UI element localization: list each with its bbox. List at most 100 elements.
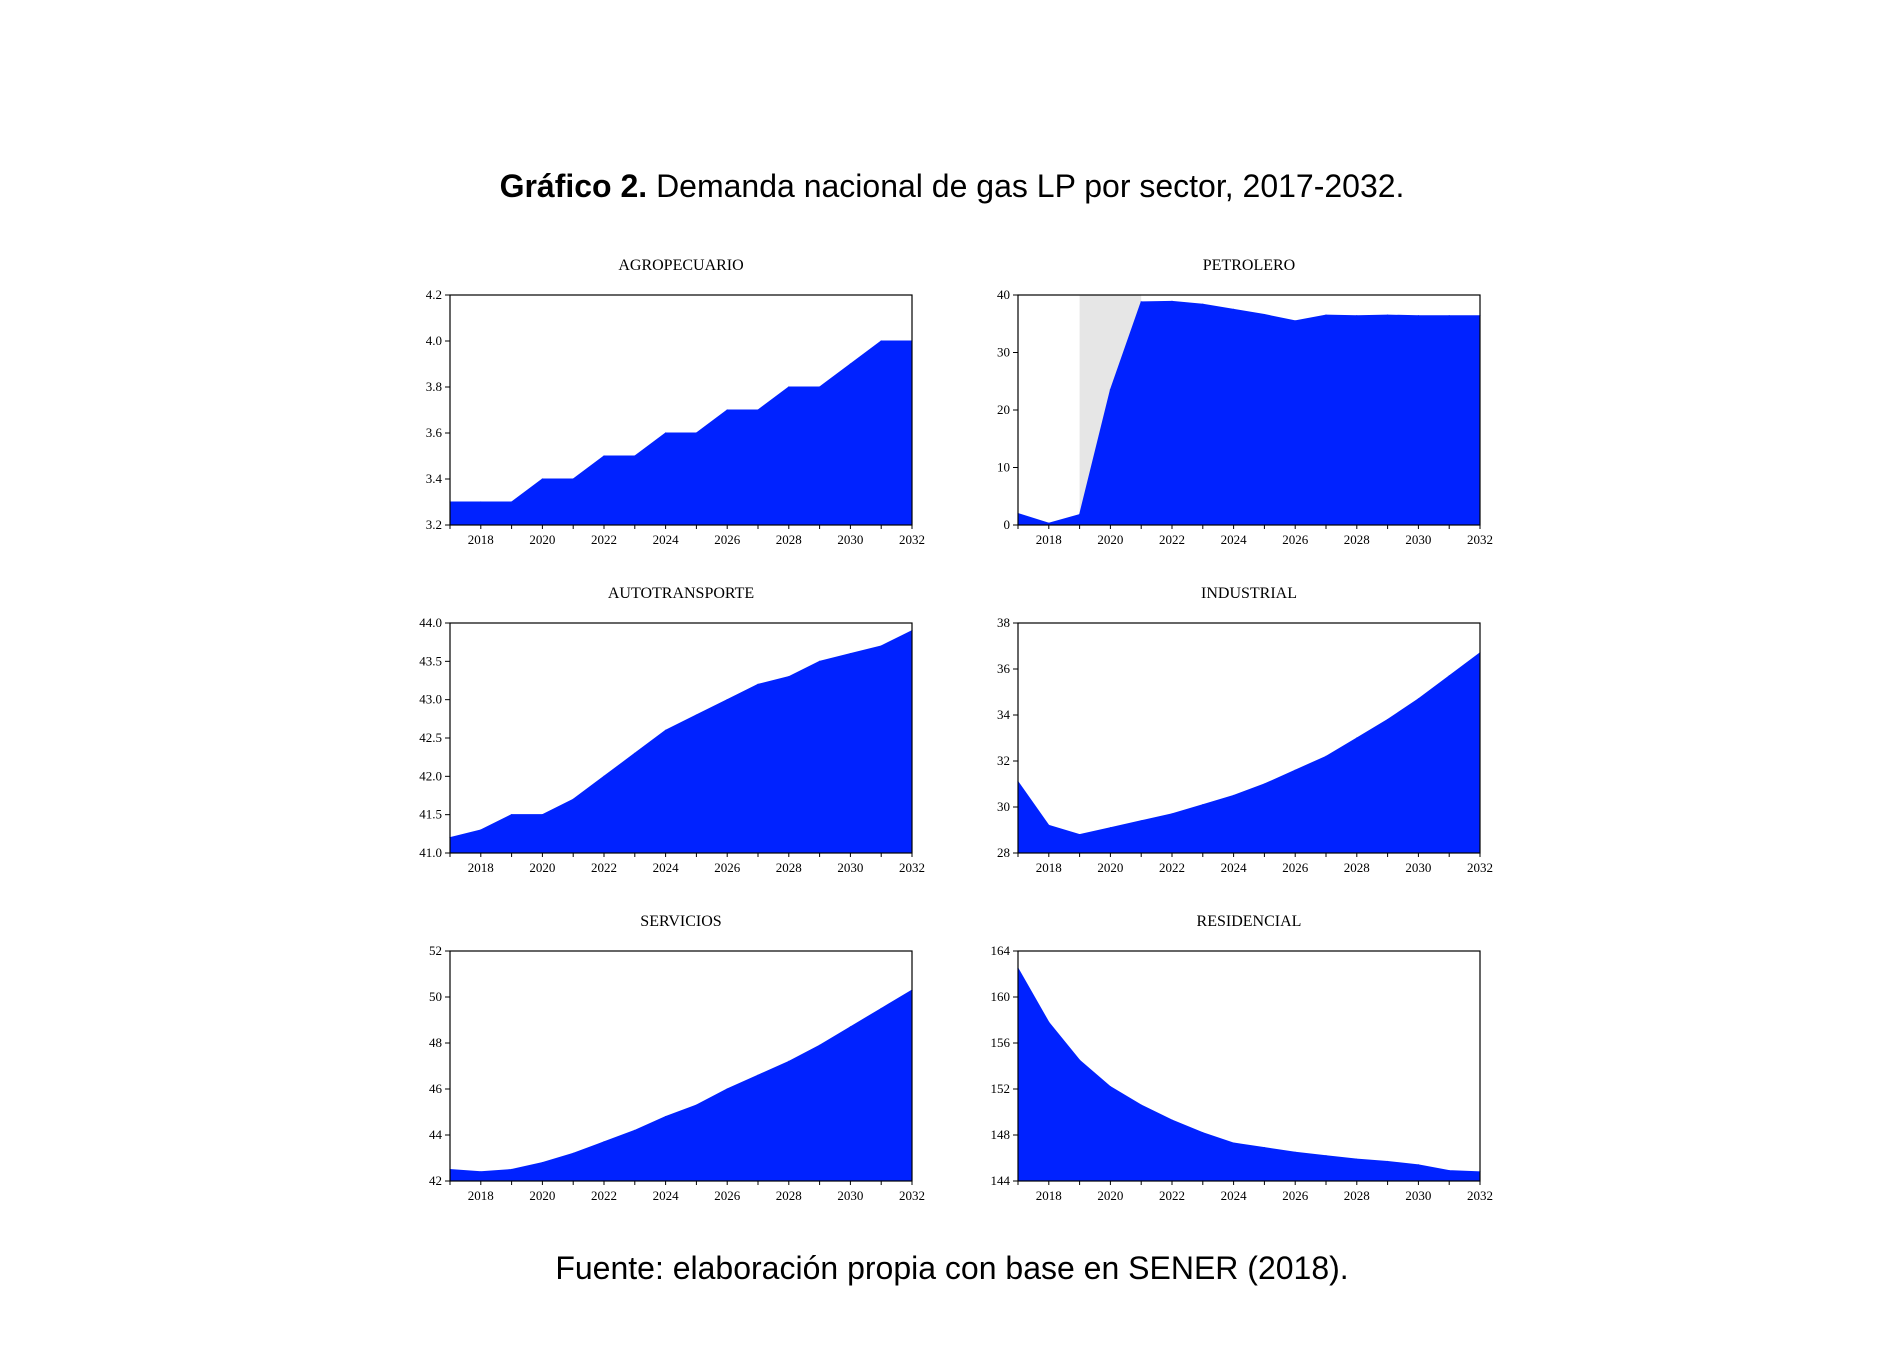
x-tick-label: 2018 — [468, 532, 494, 547]
y-tick-label: 44 — [429, 1127, 443, 1142]
data-point — [1171, 813, 1173, 815]
data-point — [1325, 755, 1327, 758]
plot-frame — [1017, 950, 1481, 1182]
page-title: Gráfico 2. Demanda nacional de gas LP po… — [0, 168, 1904, 205]
data-point — [726, 699, 728, 701]
data-point — [1140, 301, 1142, 303]
data-point — [1079, 1059, 1081, 1061]
x-tick-label: 2018 — [468, 860, 494, 875]
data-point — [665, 1116, 667, 1118]
x-tick-label: 2022 — [591, 1188, 617, 1203]
data-point — [511, 501, 513, 503]
x-tick-label: 2028 — [1344, 1188, 1370, 1203]
data-point — [665, 432, 667, 434]
y-tick-label: 32 — [997, 753, 1010, 768]
x-tick-label: 2030 — [837, 532, 863, 547]
source-note: Fuente: elaboración propia con base en S… — [555, 1250, 1349, 1286]
y-tick-label: 42.0 — [419, 768, 442, 783]
data-point — [1233, 1142, 1235, 1144]
data-point — [819, 660, 821, 662]
y-tick-label: 42 — [429, 1173, 442, 1188]
x-tick-label: 2030 — [1405, 532, 1431, 547]
plot-frame — [1017, 622, 1481, 854]
data-point — [880, 1007, 882, 1010]
data-point — [603, 1141, 605, 1143]
y-tick-label: 30 — [997, 345, 1010, 360]
chart-title: AUTOTRANSPORTE — [608, 585, 754, 602]
title-rest: Demanda nacional de gas LP por sector, 2… — [647, 168, 1405, 204]
data-point — [1417, 1164, 1419, 1166]
x-tick-label: 2024 — [1221, 532, 1248, 547]
data-point — [1356, 737, 1358, 739]
area-series — [1017, 651, 1481, 854]
y-tick-label: 144 — [991, 1173, 1011, 1188]
y-tick-label: 3.8 — [426, 379, 442, 394]
data-point — [849, 1026, 852, 1028]
y-tick-label: 44.0 — [419, 615, 442, 630]
x-tick-label: 2028 — [776, 1188, 802, 1203]
data-point — [726, 409, 728, 411]
x-tick-label: 2032 — [899, 532, 925, 547]
x-tick-label: 2022 — [1159, 1188, 1185, 1203]
data-point — [480, 829, 482, 831]
x-tick-label: 2022 — [1159, 532, 1185, 547]
plot-frame — [449, 950, 913, 1182]
data-point — [819, 386, 821, 388]
y-tick-label: 4.2 — [426, 287, 442, 302]
chart-title: RESIDENCIAL — [1197, 913, 1302, 930]
x-tick-label: 2020 — [1097, 860, 1123, 875]
x-tick-label: 2032 — [1467, 860, 1493, 875]
chart-title: PETROLERO — [1203, 257, 1295, 274]
y-tick-label: 3.2 — [426, 517, 442, 532]
area-series — [1017, 966, 1481, 1182]
data-point — [726, 1088, 728, 1090]
data-point — [819, 1044, 821, 1046]
x-tick-label: 2028 — [1344, 860, 1370, 875]
y-tick-label: 41.0 — [419, 845, 442, 860]
data-point — [603, 775, 605, 777]
data-point — [788, 386, 790, 388]
data-point — [603, 455, 605, 457]
x-tick-label: 2028 — [1344, 532, 1370, 547]
y-tick-label: 52 — [429, 943, 442, 958]
data-point — [572, 1152, 574, 1154]
data-point — [1448, 1170, 1450, 1172]
chart-panel: INDUSTRIAL 28 30 32 34 36 38 2018 2020 2022 2024 20… — [997, 585, 1493, 875]
x-tick-label: 2024 — [1221, 1188, 1248, 1203]
x-tick-label: 2032 — [899, 1188, 925, 1203]
y-tick-label: 3.6 — [426, 425, 443, 440]
data-point — [1448, 675, 1450, 677]
data-point — [849, 363, 852, 365]
x-tick-label: 2020 — [529, 1188, 555, 1203]
chart-panel: AUTOTRANSPORTE 41.0 41.5 42.0 42.5 43.0 43.5 44… — [419, 585, 925, 875]
x-tick-label: 2030 — [837, 860, 863, 875]
data-point — [1417, 315, 1419, 317]
x-tick-label: 2028 — [776, 860, 802, 875]
y-tick-label: 43.5 — [419, 653, 442, 668]
data-point — [1202, 804, 1204, 806]
x-tick-label: 2020 — [1097, 1188, 1123, 1203]
x-tick-label: 2018 — [1036, 860, 1062, 875]
y-tick-label: 10 — [997, 460, 1010, 475]
x-tick-label: 2026 — [1282, 860, 1309, 875]
y-tick-label: 0 — [1004, 517, 1011, 532]
y-tick-label: 48 — [429, 1035, 442, 1050]
y-tick-label: 36 — [997, 661, 1011, 676]
x-tick-label: 2022 — [591, 532, 617, 547]
y-tick-label: 20 — [997, 402, 1010, 417]
area-series — [449, 989, 913, 1182]
y-tick-label: 3.4 — [426, 471, 443, 486]
data-point — [1048, 824, 1050, 827]
x-tick-label: 2026 — [714, 532, 741, 547]
x-tick-label: 2026 — [1282, 1188, 1309, 1203]
data-point — [1356, 315, 1358, 317]
x-tick-label: 2022 — [1159, 860, 1185, 875]
x-tick-label: 2024 — [653, 1188, 680, 1203]
x-tick-label: 2028 — [776, 532, 802, 547]
x-tick-label: 2030 — [1405, 1188, 1431, 1203]
data-point — [1079, 514, 1081, 516]
data-point — [1263, 1147, 1265, 1149]
y-tick-label: 160 — [991, 989, 1011, 1004]
